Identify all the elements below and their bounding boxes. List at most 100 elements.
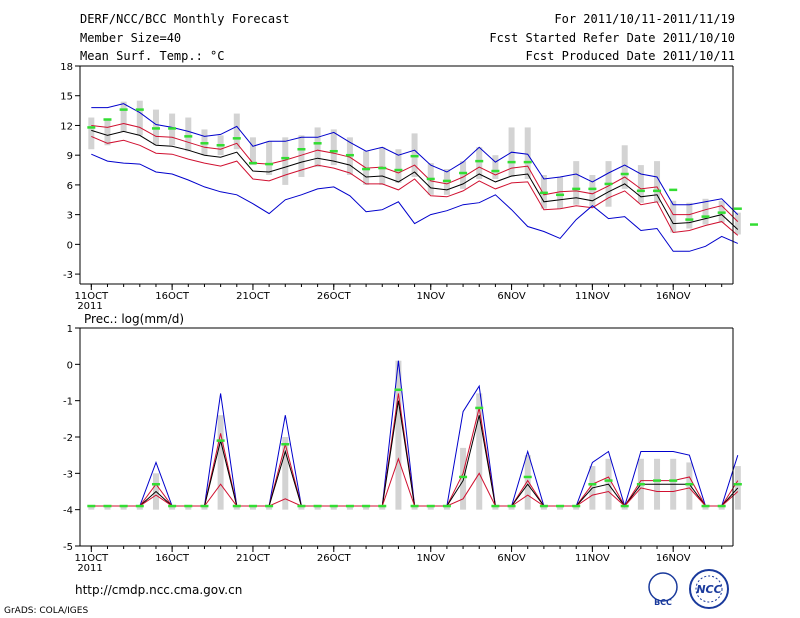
spread-bar (702, 198, 709, 225)
y-tick-label: 1 (67, 324, 73, 335)
x-tick-label: 11NOV (575, 291, 610, 302)
spread-bar (589, 175, 596, 207)
ncc-logo-text: NCC (696, 583, 721, 596)
x-tick-label: 16OCT (155, 291, 190, 302)
x-tick-label: 1NOV (417, 553, 446, 564)
forecast-period: For 2011/10/11-2011/11/19 (554, 12, 735, 26)
series-line-10th-percentile (91, 135, 739, 236)
spread-bar (718, 506, 725, 510)
spread-bar (330, 506, 337, 510)
bcc-logo-text: BCC (654, 598, 672, 607)
fcst-produced-date: Fcst Produced Date 2011/10/11 (525, 49, 735, 63)
series-line-member-min (91, 153, 738, 252)
y-tick-label: 18 (60, 62, 73, 73)
spread-bar (169, 506, 176, 510)
x-tick-year-label: 2011 (77, 563, 102, 574)
series-line-member-max (91, 103, 739, 215)
spread-bar (120, 101, 127, 132)
spread-bar (104, 119, 111, 146)
series-line-ensemble-mean (91, 129, 739, 230)
ncc-logo: NCC (689, 569, 729, 609)
spread-bar (120, 506, 127, 510)
y-tick-label: -1 (63, 397, 73, 408)
chart-title: DERF/NCC/BCC Monthly Forecast (80, 12, 290, 26)
spread-bar (201, 506, 208, 510)
spread-bar (686, 202, 693, 229)
spread-bar (654, 161, 661, 203)
spread-bar (524, 455, 531, 510)
x-tick-year-label: 2011 (77, 301, 102, 312)
spread-bar (282, 137, 289, 185)
y-tick-label: 6 (67, 181, 73, 192)
spread-bar (524, 127, 531, 179)
y-tick-label: -2 (63, 433, 73, 444)
source-url: http://cmdp.ncc.cma.gov.cn (75, 583, 243, 597)
spread-bar (185, 117, 192, 152)
grads-credit: GrADS: COLA/IGES (4, 606, 89, 616)
spread-bar (136, 506, 143, 510)
x-tick-label: 11OCT (74, 291, 109, 302)
spread-bar (395, 360, 402, 510)
spread-bar (702, 506, 709, 510)
x-tick-label: 1NOV (417, 291, 446, 302)
spread-bar (346, 506, 353, 510)
spread-bar (249, 506, 256, 510)
x-tick-label: 21OCT (236, 553, 271, 564)
x-tick-label: 16OCT (155, 553, 190, 564)
temperature-panel-title: Mean Surf. Temp.: °C (80, 49, 225, 63)
x-tick-label: 26OCT (317, 291, 352, 302)
y-tick-label: 9 (67, 151, 73, 162)
spread-bar (298, 135, 305, 177)
spread-bar (88, 506, 95, 510)
spread-bar (573, 506, 580, 510)
spread-bar (621, 506, 628, 510)
spread-bar (314, 127, 321, 168)
x-tick-label: 26OCT (317, 553, 352, 564)
spread-bar (266, 141, 273, 175)
spread-bar (88, 117, 95, 150)
spread-bar (734, 212, 741, 235)
spread-bar (363, 506, 370, 510)
x-tick-label: 11NOV (575, 553, 610, 564)
member-size-label: Member Size=40 (80, 31, 182, 45)
spread-bar (266, 506, 273, 510)
spread-bar (573, 161, 580, 205)
spread-bar (104, 506, 111, 510)
spread-bar (217, 415, 224, 510)
bcc-logo: BCC (648, 572, 678, 607)
spread-bar (427, 506, 434, 510)
spread-bar (460, 161, 467, 189)
x-tick-label: 16NOV (656, 291, 691, 302)
y-tick-label: 0 (67, 240, 73, 251)
y-tick-label: 15 (60, 92, 73, 103)
spread-bar (686, 462, 693, 510)
spread-bar (557, 506, 564, 510)
spread-bar (492, 155, 499, 179)
spread-bar (443, 506, 450, 510)
spread-bar (637, 165, 644, 203)
precip-panel-title: Prec.: log(mm/d) (84, 312, 184, 326)
spread-bar (395, 149, 402, 183)
x-tick-label: 21OCT (236, 291, 271, 302)
y-tick-label: 0 (67, 360, 73, 371)
spread-bar (492, 506, 499, 510)
spread-bar (282, 437, 289, 510)
spread-bar (411, 506, 418, 510)
spread-bar (249, 137, 256, 166)
y-tick-label: -5 (63, 542, 73, 553)
series-line-90th-percentile (91, 122, 739, 222)
fcst-started-date: Fcst Started Refer Date 2011/10/10 (489, 31, 735, 45)
spread-bar (540, 506, 547, 510)
x-tick-label: 6NOV (497, 291, 526, 302)
y-tick-label: 3 (67, 211, 73, 222)
spread-bar (670, 200, 677, 233)
x-tick-label: 16NOV (656, 553, 691, 564)
y-tick-label: 12 (60, 121, 73, 132)
y-tick-label: -4 (63, 506, 73, 517)
x-tick-label: 6NOV (497, 553, 526, 564)
spread-bar (476, 393, 483, 510)
spread-bar (330, 129, 337, 166)
